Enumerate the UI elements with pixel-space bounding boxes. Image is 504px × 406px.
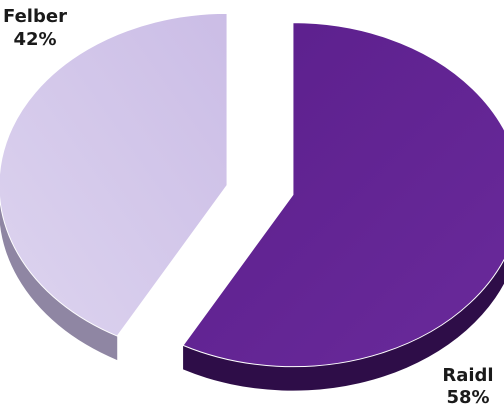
slice-label-felber-value: 42% (13, 29, 56, 50)
slice-raidl (183, 23, 504, 367)
pie-tops (0, 13, 504, 366)
slice-label-raidl-name: Raidl (442, 365, 493, 386)
slice-label-raidl-value: 58% (446, 387, 489, 406)
slice-label-felber-name: Felber (3, 6, 67, 27)
